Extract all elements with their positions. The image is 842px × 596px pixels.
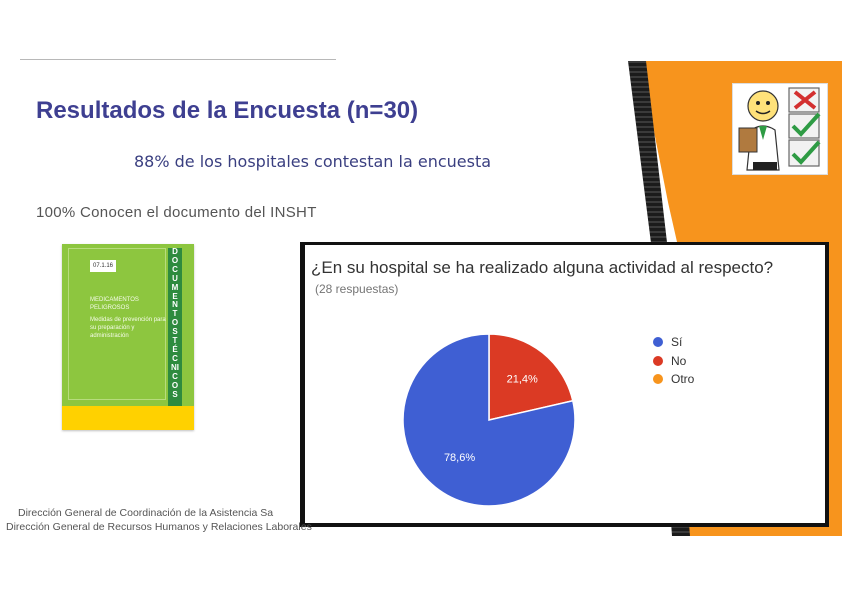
legend-label-otro: Otro: [671, 372, 695, 387]
legend-dot-no: [653, 355, 663, 366]
legend-label-si: Sí: [671, 335, 683, 350]
book-border: [68, 248, 166, 400]
book-text: MEDICAMENTOS PELIGROSOS Medidas de preve…: [90, 296, 170, 340]
legend-item-si: Sí: [653, 333, 694, 352]
legend-dot-si: [653, 337, 663, 348]
chart-legend: Sí No Otro: [653, 333, 694, 389]
survey-chart-panel: ¿En su hospital se ha realizado alguna a…: [300, 242, 829, 527]
pie-label-no: 21,4%: [507, 373, 538, 385]
pie-slice-si: [402, 333, 576, 507]
pie-chart: 21,4% 78,6%: [402, 333, 576, 507]
book-subtitle: Medidas de prevención para su preparació…: [90, 317, 166, 339]
legend-dot-otro: [653, 374, 663, 385]
legend-item-otro: Otro: [653, 370, 694, 389]
pie-slice-no: [488, 333, 574, 421]
legend-item-no: No: [653, 352, 694, 371]
insht-document-cover: 07.1.16 MEDICAMENTOS PELIGROSOS Medidas …: [62, 244, 194, 430]
pie-label-si: 78,6%: [444, 452, 475, 464]
book-spine: DOCUMENTOS TÉCNICOS: [168, 247, 182, 408]
top-divider: [20, 59, 336, 60]
footer-text: Dirección General de Coordinación de la …: [0, 506, 350, 534]
footer-line-1: Dirección General de Coordinación de la …: [18, 507, 274, 519]
legend-label-no: No: [671, 353, 687, 368]
footer-line-2: Dirección General de Recursos Humanos y …: [6, 521, 312, 533]
book-title: MEDICAMENTOS PELIGROSOS: [90, 297, 139, 311]
chart-title: ¿En su hospital se ha realizado alguna a…: [311, 258, 774, 277]
statement-text: 100% Conocen el documento del INSHT: [36, 204, 317, 221]
book-code: 07.1.16: [90, 260, 116, 272]
checklist-mascot-logo: [732, 83, 828, 175]
slide-subtitle: 88% de los hospitales contestan la encue…: [134, 152, 492, 171]
chart-subtitle: (28 respuestas): [315, 282, 399, 296]
book-yellow-band: [62, 406, 194, 430]
slide-title: Resultados de la Encuesta (n=30): [36, 97, 419, 124]
